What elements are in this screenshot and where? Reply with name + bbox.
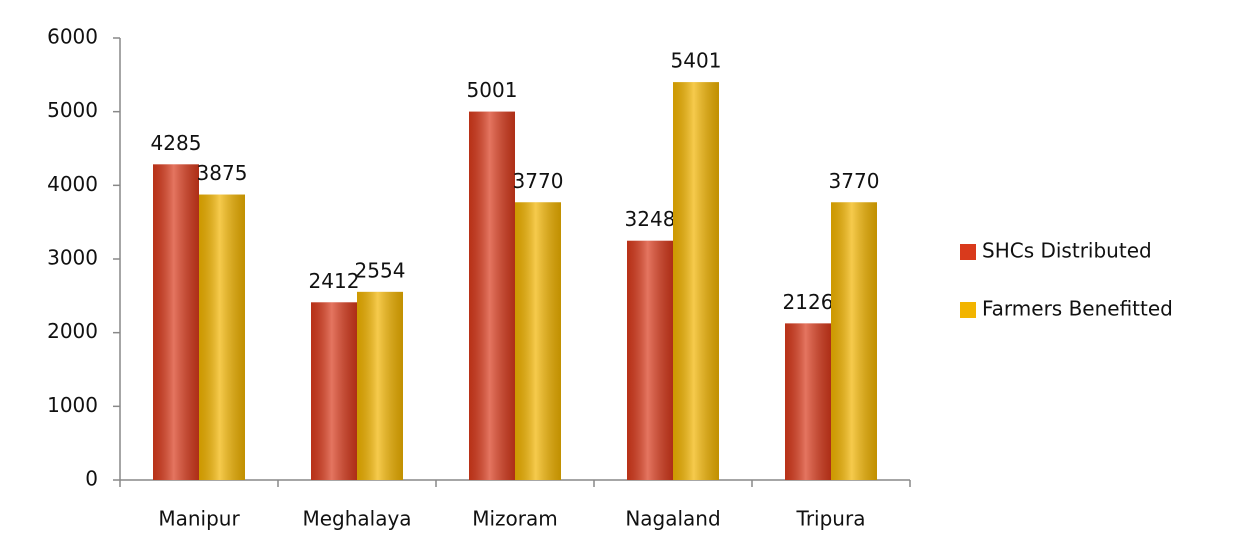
x-tick-label: Nagaland: [625, 507, 720, 531]
x-tick-label: Tripura: [796, 507, 866, 531]
legend-swatch: [960, 244, 976, 260]
x-tick-label: Meghalaya: [302, 507, 411, 531]
y-tick-label: 1000: [47, 393, 98, 417]
legend-label: SHCs Distributed: [982, 239, 1152, 263]
data-label: 3770: [513, 169, 564, 193]
data-label: 5001: [467, 78, 518, 102]
data-label: 2412: [309, 269, 360, 293]
bar-shine: [357, 291, 403, 480]
y-tick-label: 4000: [47, 172, 98, 196]
bar-shine: [515, 202, 561, 480]
bar-shine: [469, 111, 515, 480]
bar-shine: [311, 302, 357, 480]
data-label: 4285: [151, 131, 202, 155]
bar-shine: [673, 82, 719, 480]
bar-shine: [831, 202, 877, 480]
data-label: 3248: [625, 207, 676, 231]
data-label: 2554: [355, 258, 406, 282]
y-tick-label: 5000: [47, 98, 98, 122]
legend-swatch: [960, 302, 976, 318]
x-tick-label: Mizoram: [472, 507, 558, 531]
data-label: 3875: [197, 161, 248, 185]
bar-shine: [199, 194, 245, 480]
data-label: 3770: [829, 169, 880, 193]
bar-shine: [627, 240, 673, 480]
y-tick-label: 3000: [47, 246, 98, 270]
y-tick-label: 6000: [47, 25, 98, 49]
x-tick-label: Manipur: [158, 507, 240, 531]
y-tick-label: 2000: [47, 319, 98, 343]
bar-shine: [785, 323, 831, 480]
y-tick-label: 0: [85, 467, 98, 491]
bar-shine: [153, 164, 199, 481]
data-label: 2126: [783, 290, 834, 314]
legend-label: Farmers Benefitted: [982, 297, 1173, 321]
data-label: 5401: [671, 49, 722, 73]
